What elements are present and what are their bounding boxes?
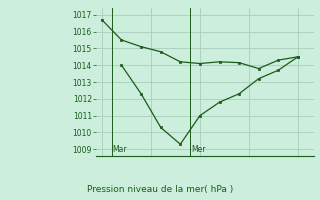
Text: Mar: Mar bbox=[113, 145, 127, 154]
Text: Pression niveau de la mer( hPa ): Pression niveau de la mer( hPa ) bbox=[87, 185, 233, 194]
Text: Mer: Mer bbox=[191, 145, 205, 154]
